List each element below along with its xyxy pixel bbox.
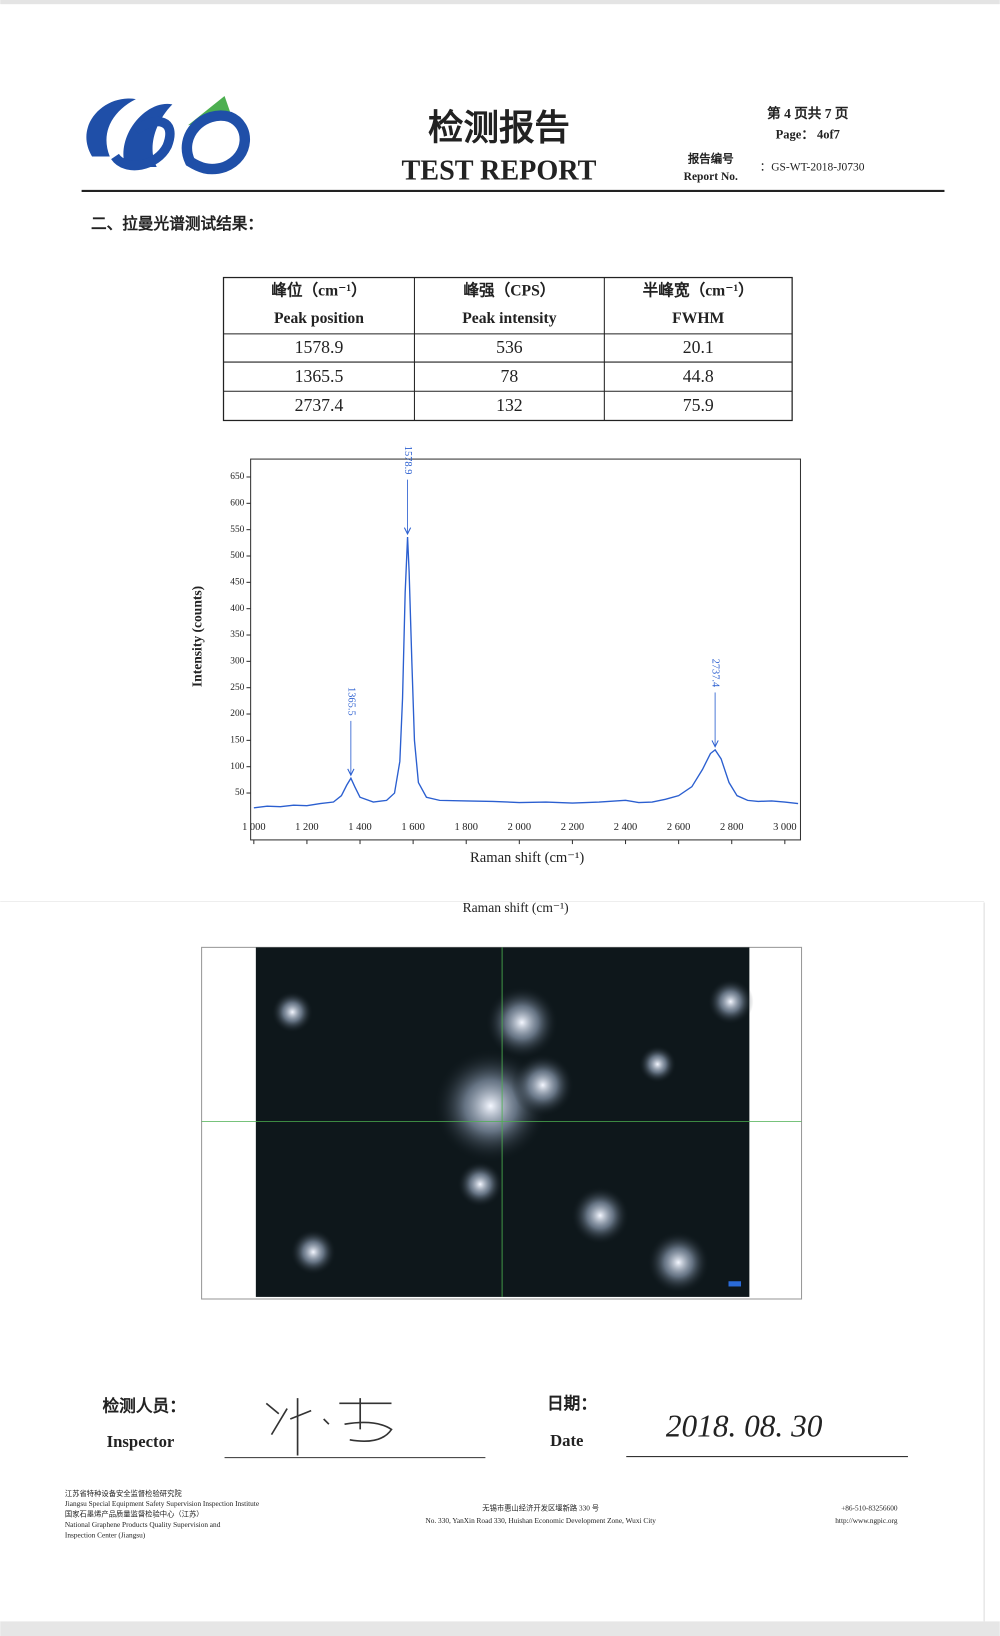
bright-spot [570, 1186, 630, 1245]
x-tick-label: 2 400 [614, 822, 637, 833]
footer-middle: 无锡市惠山经济开发区堰新路 330 号 [482, 1503, 599, 1512]
bright-spot [290, 1229, 337, 1275]
bright-spot [707, 978, 754, 1025]
table-header: Peak position [274, 310, 364, 327]
title-en: TEST REPORT [402, 156, 597, 187]
table-cell: 75.9 [683, 395, 714, 415]
inspector-cn: 检测人员： [102, 1395, 185, 1415]
title-cn: 检测报告 [428, 108, 570, 148]
section-title: 二、拉曼光谱测试结果： [91, 214, 263, 233]
page-en: Page： 4of7 [776, 128, 840, 142]
table-header: Peak intensity [462, 310, 556, 327]
peak-arrowhead [347, 768, 355, 777]
table-cell: 1365.5 [295, 366, 344, 386]
table-header: FWHM [672, 310, 724, 327]
bottom-strip [0, 1621, 1000, 1636]
x-tick-label: 1 200 [295, 822, 318, 833]
date-value: 2018. 08. 30 [666, 1409, 823, 1444]
logo [86, 95, 250, 175]
y-tick-label: 600 [230, 498, 244, 508]
y-axis-title: Intensity (counts) [190, 586, 206, 687]
footer-left: Inspection Center (Jiangsu) [65, 1531, 146, 1540]
page-cn: 第 4 页共 7 页 [767, 105, 848, 121]
x-tick-label: 1 800 [454, 822, 477, 833]
table-cell: 20.1 [683, 337, 714, 357]
footer-left: Jiangsu Special Equipment Safety Supervi… [65, 1499, 259, 1508]
table-cell: 132 [496, 395, 523, 415]
date-en: Date [550, 1431, 583, 1450]
bright-spot [638, 1045, 677, 1084]
y-tick-label: 200 [230, 709, 244, 719]
report-no-en: Report No. [684, 171, 738, 183]
raman-chart: Raman shift (cm⁻¹) Intensity (counts) 50… [190, 446, 802, 866]
peak-label: 1578.9 [402, 446, 413, 475]
bright-spot [457, 1161, 504, 1208]
x-tick-label: 2 800 [720, 822, 743, 833]
y-tick-label: 400 [230, 604, 244, 614]
bright-spot [647, 1231, 710, 1294]
report-no: ：GS-WT-2018-J0730 [760, 162, 865, 174]
y-tick-label: 550 [230, 525, 244, 535]
date-cn: 日期： [547, 1394, 597, 1413]
peak-arrowhead [711, 740, 719, 748]
footer-right: +86-510-83256600 [841, 1503, 898, 1512]
table-header: 峰强（CPS） [463, 281, 555, 300]
image-caption: Raman shift (cm⁻¹) [463, 900, 569, 916]
footer-right: http://www.ngpic.org [835, 1516, 898, 1525]
table-cell: 78 [501, 366, 519, 386]
footer-left: 江苏省特种设备安全监督检验研究院 [65, 1489, 182, 1498]
y-tick-label: 100 [230, 762, 244, 772]
table-header: 半峰宽（cm⁻¹） [643, 281, 754, 300]
signature-stroke [265, 1398, 393, 1456]
y-tick-label: 50 [235, 788, 245, 798]
scale-marker [728, 1281, 742, 1287]
table-cell: 1578.9 [295, 337, 344, 357]
y-tick-label: 300 [230, 657, 244, 667]
table-header: 峰位（cm⁻¹） [271, 281, 366, 300]
bright-spot [485, 985, 559, 1060]
peak-arrowhead [403, 527, 412, 536]
table-border [222, 276, 793, 422]
table-cell: 44.8 [683, 366, 714, 386]
bright-spot [271, 991, 314, 1033]
top-strip [0, 0, 1000, 5]
footer-middle: No. 330, YanXin Road 330, Huishan Econom… [425, 1516, 656, 1525]
spectrum-line [253, 536, 799, 809]
x-tick-label: 3 000 [773, 822, 796, 833]
y-tick-label: 150 [230, 736, 244, 746]
y-tick-label: 500 [230, 551, 244, 561]
x-tick-label: 1 400 [348, 822, 371, 833]
micrograph [201, 946, 803, 1300]
peak-label: 1365.5 [345, 687, 356, 716]
x-tick-label: 1 600 [401, 822, 424, 833]
table-cell: 2737.4 [295, 395, 344, 415]
plot-frame [250, 458, 802, 841]
y-tick-label: 250 [230, 683, 244, 693]
y-tick-label: 650 [230, 472, 244, 482]
footer-left: 国家石墨烯产品质量监督检验中心（江苏） [65, 1510, 204, 1519]
x-axis-title: Raman shift (cm⁻¹) [470, 850, 584, 866]
x-tick-label: 1 000 [242, 822, 265, 833]
y-tick-label: 350 [230, 630, 244, 640]
result-table: 峰位（cm⁻¹） Peak position 峰强（CPS） Peak intensi… [222, 276, 793, 422]
x-tick-label: 2 000 [508, 822, 531, 833]
x-tick-label: 2 600 [667, 822, 690, 833]
footer-left: National Graphene Products Quality Super… [65, 1520, 221, 1529]
peak-label: 2737.4 [710, 659, 721, 688]
bright-spot [511, 1053, 575, 1117]
table-cell: 536 [496, 337, 523, 357]
x-tick-label: 2 200 [561, 822, 584, 833]
report-no-cn: 报告编号 [688, 151, 734, 165]
inspector-en: Inspector [107, 1432, 175, 1451]
y-tick-label: 450 [230, 577, 244, 587]
